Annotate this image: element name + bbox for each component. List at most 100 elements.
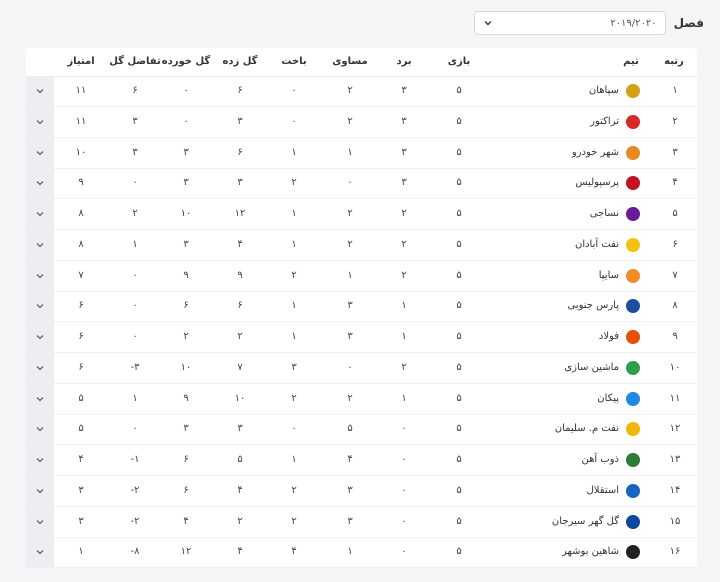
expand-row-button[interactable] bbox=[26, 291, 54, 322]
team-name[interactable]: گل گهر سیرجان bbox=[551, 515, 619, 527]
team-logo-icon bbox=[626, 207, 640, 221]
team-name[interactable]: نساجی bbox=[589, 208, 619, 219]
points: ۳ bbox=[78, 484, 84, 496]
draws: ۱ bbox=[347, 546, 353, 558]
losses: ۱ bbox=[291, 238, 297, 250]
losses: ۲ bbox=[291, 484, 297, 496]
games-played: ۵ bbox=[456, 454, 462, 465]
wins: ۲ bbox=[401, 269, 407, 281]
draws: ۱ bbox=[347, 146, 353, 158]
table-row[interactable]: ۶ ۵ ۲ ۲ ۱ ۴ ۳ ۱ ۸ نفت آبادان bbox=[26, 229, 697, 261]
chevron-down-icon bbox=[36, 365, 44, 371]
team-rank: ۱۴ bbox=[669, 484, 681, 496]
goals-against: ۳ bbox=[183, 177, 189, 189]
team-name[interactable]: پرسپولیس bbox=[575, 177, 619, 189]
expand-row-button[interactable] bbox=[26, 506, 54, 537]
team-logo-icon bbox=[626, 483, 640, 498]
expand-row-button[interactable] bbox=[26, 229, 54, 260]
points: ۹ bbox=[78, 177, 84, 189]
points: ۱۱ bbox=[75, 115, 87, 127]
goals-against: ۳ bbox=[183, 238, 189, 250]
expand-row-button[interactable] bbox=[26, 383, 54, 414]
draws: ۳ bbox=[347, 484, 353, 496]
games-played: ۵ bbox=[456, 392, 462, 404]
expand-row-button[interactable] bbox=[26, 168, 54, 199]
games-played: ۵ bbox=[456, 115, 462, 127]
points: ۵ bbox=[78, 423, 84, 435]
team-logo-icon bbox=[626, 299, 640, 314]
expand-row-button[interactable] bbox=[26, 106, 54, 137]
expand-row-button[interactable] bbox=[26, 352, 54, 383]
table-row[interactable]: ۴ ۵ ۳ ۰ ۲ ۳ ۳ ۰ ۹ پرسپولیس bbox=[26, 168, 697, 200]
team-name[interactable]: شهر خودرو bbox=[571, 146, 619, 158]
goals-against: ۱۲ bbox=[180, 546, 192, 558]
games-played: ۵ bbox=[456, 238, 462, 250]
points: ۱۰ bbox=[75, 146, 87, 158]
expand-row-button[interactable] bbox=[26, 475, 54, 506]
goals-for: ۱۲ bbox=[234, 208, 246, 219]
draws: ۰ bbox=[347, 361, 353, 373]
team-rank: ۳ bbox=[672, 146, 678, 158]
expand-row-button[interactable] bbox=[26, 260, 54, 291]
team-name[interactable]: پارس جنوبی bbox=[567, 300, 619, 312]
table-row[interactable]: ۱۵ ۵ ۰ ۳ ۲ ۲ ۴ -۲ ۳ گل گهر سیرجان bbox=[26, 506, 697, 538]
team-rank: ۵ bbox=[672, 208, 678, 219]
team-name[interactable]: ذوب آهن bbox=[581, 454, 619, 465]
expand-row-button[interactable] bbox=[26, 76, 54, 106]
team-name[interactable]: استقلال bbox=[586, 484, 619, 496]
table-row[interactable]: ۱۴ ۵ ۰ ۳ ۲ ۴ ۶ -۲ ۳ استقلال bbox=[26, 475, 697, 507]
goals-for: ۴ bbox=[237, 238, 243, 250]
goals-against: ۹ bbox=[183, 269, 189, 281]
goals-for: ۹ bbox=[237, 269, 243, 281]
header-points: امتیاز bbox=[67, 56, 95, 67]
expand-row-button[interactable] bbox=[26, 445, 54, 475]
draws: ۵ bbox=[347, 423, 353, 435]
goals-against: ۶ bbox=[183, 484, 189, 496]
team-name[interactable]: نفت آبادان bbox=[574, 238, 619, 250]
table-row[interactable]: ۷ ۵ ۲ ۱ ۲ ۹ ۹ ۰ ۷ سایپا bbox=[26, 260, 697, 292]
team-name[interactable]: شاهین بوشهر bbox=[562, 546, 619, 558]
table-row[interactable]: ۱۱ ۵ ۱ ۲ ۲ ۱۰ ۹ ۱ ۵ پیکان bbox=[26, 383, 697, 415]
points: ۶ bbox=[78, 300, 84, 312]
chevron-down-icon bbox=[36, 89, 44, 94]
expand-row-button[interactable] bbox=[26, 137, 54, 168]
expand-row-button[interactable] bbox=[26, 414, 54, 445]
table-row[interactable]: ۱۲ ۵ ۰ ۵ ۰ ۳ ۳ ۰ ۵ نفت م. سلیمان bbox=[26, 414, 697, 446]
table-header: رتبه تیم بازی برد مساوی باخت گل زده گل خ… bbox=[26, 48, 697, 77]
draws: ۴ bbox=[347, 454, 353, 465]
expand-row-button[interactable] bbox=[26, 537, 54, 568]
chevron-down-icon bbox=[36, 488, 44, 494]
goals-for: ۲ bbox=[237, 515, 243, 527]
table-row[interactable]: ۹ ۵ ۱ ۳ ۱ ۲ ۲ ۰ ۶ فولاد bbox=[26, 322, 697, 353]
goal-difference: -۳ bbox=[130, 361, 140, 373]
team-name[interactable]: پیکان bbox=[597, 392, 619, 404]
team-name[interactable]: سایپا bbox=[598, 269, 619, 281]
table-row[interactable]: ۱۳ ۵ ۰ ۴ ۱ ۵ ۶ -۱ ۴ ذوب آهن bbox=[26, 445, 697, 476]
goal-difference: -۲ bbox=[130, 484, 140, 496]
team-name[interactable]: نفت م. سلیمان bbox=[554, 423, 619, 435]
losses: ۲ bbox=[291, 177, 297, 189]
season-selected-value: ۲۰۱۹/۲۰۲۰ bbox=[610, 17, 657, 29]
season-select[interactable]: ۲۰۱۹/۲۰۲۰ bbox=[473, 11, 666, 35]
table-row[interactable]: ۵ ۵ ۲ ۲ ۱ ۱۲ ۱۰ ۲ ۸ نساجی bbox=[26, 199, 697, 230]
team-name[interactable]: فولاد bbox=[598, 331, 619, 342]
wins: ۰ bbox=[401, 484, 407, 496]
expand-row-button[interactable] bbox=[26, 199, 54, 229]
goal-difference: ۳ bbox=[132, 146, 138, 158]
table-row[interactable]: ۱۶ ۵ ۰ ۱ ۴ ۴ ۱۲ -۸ ۱ شاهین بوشهر bbox=[26, 537, 697, 569]
team-name[interactable]: تراکتور bbox=[590, 115, 619, 127]
goal-difference: ۰ bbox=[132, 331, 138, 342]
games-played: ۵ bbox=[456, 269, 462, 281]
wins: ۱ bbox=[401, 300, 407, 312]
table-row[interactable]: ۲ ۵ ۳ ۲ ۰ ۳ ۰ ۳ ۱۱ تراکتور bbox=[26, 106, 697, 138]
expand-row-button[interactable] bbox=[26, 322, 54, 352]
table-row[interactable]: ۱۰ ۵ ۲ ۰ ۳ ۷ ۱۰ -۳ ۶ ماشین سازی bbox=[26, 352, 697, 384]
table-row[interactable]: ۸ ۵ ۱ ۳ ۱ ۶ ۶ ۰ ۶ پارس جنوبی bbox=[26, 291, 697, 323]
goals-against: ۱۰ bbox=[180, 208, 192, 219]
standings-table: رتبه تیم بازی برد مساوی باخت گل زده گل خ… bbox=[26, 48, 697, 569]
table-row[interactable]: ۱ ۵ ۳ ۲ ۰ ۶ ۰ ۶ ۱۱ سپاهان bbox=[26, 76, 697, 107]
team-name[interactable]: سپاهان bbox=[588, 85, 619, 96]
table-row[interactable]: ۳ ۵ ۳ ۱ ۱ ۶ ۳ ۳ ۱۰ شهر خودرو bbox=[26, 137, 697, 169]
team-name[interactable]: ماشین سازی bbox=[564, 361, 619, 373]
losses: ۱ bbox=[291, 331, 297, 342]
